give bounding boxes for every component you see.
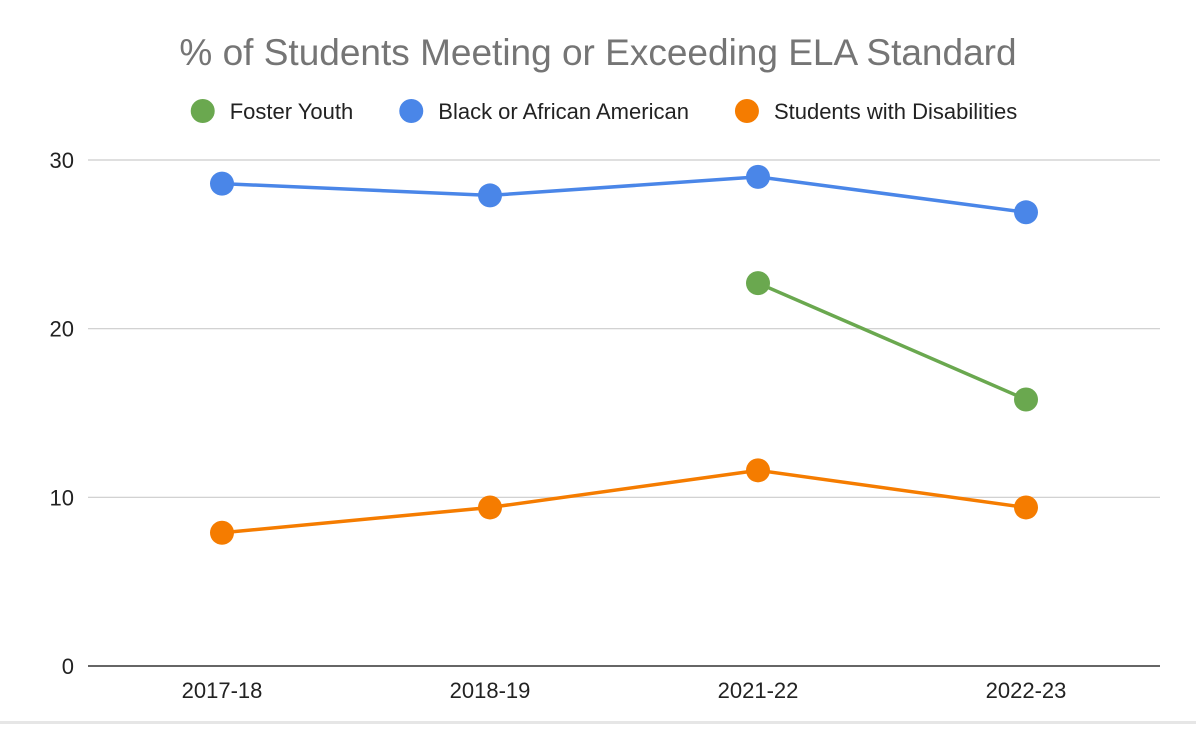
data-point-black-or-african-american	[1014, 200, 1038, 225]
y-tick-label: 20	[50, 317, 74, 342]
data-point-students-with-disabilities	[478, 495, 502, 520]
x-tick-label: 2017-18	[182, 678, 263, 703]
data-point-foster-youth	[1014, 387, 1038, 412]
series-line-students-with-disabilities	[220, 468, 1028, 535]
x-tick-label: 2018-19	[450, 678, 531, 703]
legend-item-black-or-african-american: Black or African American	[399, 99, 689, 124]
chart-title: % of Students Meeting or Exceeding ELA S…	[179, 32, 1016, 73]
x-axis: 2017-18 2018-19 2021-22 2022-23	[88, 665, 1160, 703]
series-black-or-african-american	[210, 164, 1038, 225]
x-tick-label: 2022-23	[986, 678, 1067, 703]
legend-label: Black or African American	[438, 99, 689, 124]
data-point-students-with-disabilities	[1014, 495, 1038, 520]
data-point-students-with-disabilities	[210, 520, 234, 545]
y-tick-label: 10	[50, 485, 74, 510]
y-tick-label: 0	[62, 654, 74, 679]
legend-marker	[190, 99, 215, 123]
data-point-foster-youth	[746, 271, 770, 296]
legend-marker	[734, 99, 759, 123]
data-point-black-or-african-american	[478, 183, 502, 208]
series-students-with-disabilities	[210, 458, 1038, 545]
legend-item-students-with-disabilities: Students with Disabilities	[734, 99, 1017, 124]
data-point-students-with-disabilities	[746, 458, 770, 483]
series-line-foster-youth	[756, 281, 1028, 402]
series-line-black-or-african-american	[220, 175, 1028, 215]
legend-label: Foster Youth	[230, 99, 354, 124]
legend-item-foster-youth: Foster Youth	[190, 99, 354, 124]
chart-legend: Foster Youth Black or African American Stu…	[190, 99, 1017, 124]
legend-label: Students with Disabilities	[774, 99, 1017, 124]
series-foster-youth	[746, 271, 1038, 412]
data-point-black-or-african-american	[210, 171, 234, 196]
legend-marker	[399, 99, 424, 123]
chart-series	[210, 164, 1038, 545]
chart-gridlines	[88, 159, 1160, 498]
page-bottom-border	[0, 721, 1196, 724]
data-point-black-or-african-american	[746, 164, 770, 189]
x-tick-label: 2021-22	[718, 678, 799, 703]
y-axis: 0 10 20 30	[50, 148, 74, 679]
y-tick-label: 30	[50, 148, 74, 173]
